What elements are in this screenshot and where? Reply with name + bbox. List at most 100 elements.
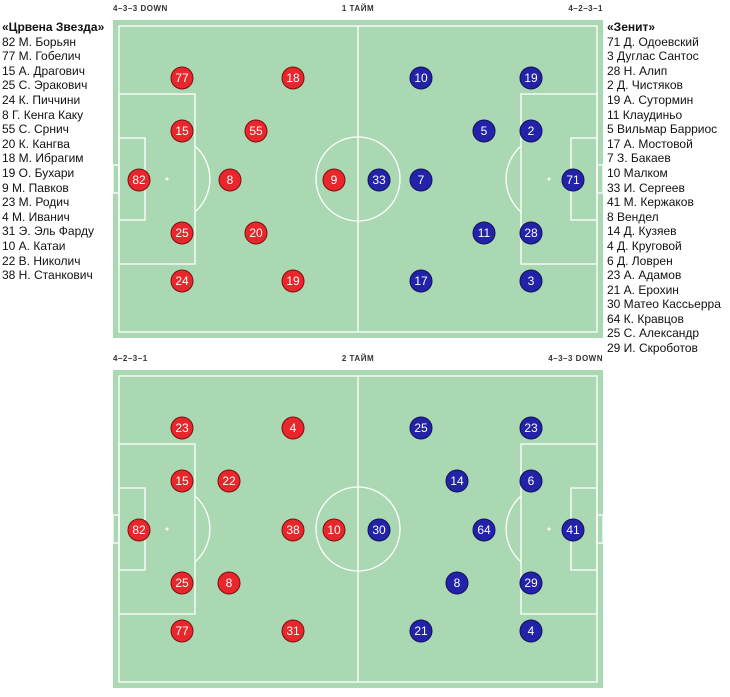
center-circle — [315, 486, 401, 572]
player-marker — [472, 119, 496, 143]
penalty-arc — [505, 145, 522, 213]
player-number: 8 — [454, 576, 461, 590]
player-number: 4 — [290, 421, 297, 435]
player-entry: 17 А. Мостовой — [607, 136, 693, 151]
player-marker — [170, 619, 194, 643]
player-number: 11 — [478, 226, 491, 240]
player-marker — [472, 518, 496, 542]
player-entry: 7 З. Бакаев — [607, 151, 671, 166]
player-marker — [519, 619, 543, 643]
player-entry: 22 В. Николич — [2, 253, 81, 268]
player-marker — [170, 269, 194, 293]
player-marker — [170, 66, 194, 90]
player-marker — [127, 518, 151, 542]
player-marker — [561, 168, 585, 192]
player-marker — [409, 619, 433, 643]
player-marker — [281, 269, 305, 293]
player-marker — [170, 469, 194, 493]
player-entry: 21 А. Ерохин — [607, 282, 679, 297]
player-number: 23 — [524, 421, 538, 435]
penalty-spot — [165, 177, 169, 181]
player-marker — [519, 571, 543, 595]
player-number: 6 — [528, 474, 535, 488]
player-number: 64 — [477, 523, 491, 537]
period: 1 ТАЙМ — [342, 4, 374, 13]
player-entry: 4 Д. Круговой — [607, 238, 682, 253]
penalty-box — [520, 93, 598, 265]
away-title: «Зенит» — [607, 20, 656, 34]
player-entry: 8 Вендел — [607, 209, 659, 224]
penalty-box — [118, 443, 196, 615]
player-number: 19 — [524, 71, 538, 85]
player-number: 24 — [175, 274, 189, 288]
player-entry: 10 А. Катаи — [2, 238, 66, 253]
penalty-box — [520, 443, 598, 615]
player-marker — [217, 571, 241, 595]
pitch-outline — [118, 25, 598, 333]
player-number: 31 — [286, 624, 300, 638]
player-number: 8 — [226, 576, 233, 590]
formation-right: 4–2–3–1 — [568, 4, 603, 13]
player-marker — [170, 571, 194, 595]
period: 2 ТАЙМ — [342, 354, 374, 363]
formation-left: 4–3–3 DOWN — [113, 4, 168, 13]
player-marker — [367, 518, 391, 542]
pitch — [113, 20, 603, 338]
player-entry: 2 Д. Чистяков — [607, 78, 683, 93]
player-number: 41 — [566, 523, 580, 537]
player-number: 3 — [528, 274, 535, 288]
player-marker — [281, 619, 305, 643]
player-number: 25 — [414, 421, 428, 435]
player-number: 82 — [132, 173, 146, 187]
player-entry: 77 М. Гобелич — [2, 49, 81, 64]
player-entry: 18 М. Ибрагим — [2, 151, 84, 166]
goal-area — [570, 137, 598, 221]
penalty-box — [118, 93, 196, 265]
player-marker — [218, 168, 242, 192]
player-number: 77 — [175, 71, 189, 85]
player-entry: 9 М. Павков — [2, 180, 69, 195]
penalty-arc — [194, 145, 211, 213]
player-marker — [217, 469, 241, 493]
player-marker — [170, 119, 194, 143]
player-marker — [445, 571, 469, 595]
player-number: 77 — [175, 624, 189, 638]
player-entry: 23 А. Адамов — [607, 268, 682, 283]
player-entry: 19 О. Бухари — [2, 165, 75, 180]
player-entry: 55 С. Срнич — [2, 122, 69, 137]
player-entry: 4 М. Иванич — [2, 209, 70, 224]
player-number: 19 — [286, 274, 300, 288]
player-marker — [445, 469, 469, 493]
player-marker — [519, 119, 543, 143]
player-entry: 14 Д. Кузяев — [607, 224, 677, 239]
player-number: 4 — [528, 624, 535, 638]
player-number: 9 — [331, 173, 338, 187]
player-entry: 6 Д. Ловрен — [607, 253, 673, 268]
goal — [596, 514, 604, 544]
player-entry: 71 Д. Одоевский — [607, 34, 699, 49]
player-number: 82 — [132, 523, 146, 537]
penalty-spot — [547, 527, 551, 531]
player-entry: 33 И. Сергеев — [607, 180, 685, 195]
penalty-spot — [547, 177, 551, 181]
home-title: «Црвена Звезда» — [2, 20, 105, 34]
penalty-arc — [505, 495, 522, 563]
goal-area — [570, 487, 598, 571]
player-marker — [281, 518, 305, 542]
goal — [596, 164, 604, 194]
player-entry: 3 Дуглас Сантос — [607, 49, 699, 64]
player-number: 22 — [222, 474, 236, 488]
center-circle — [315, 136, 401, 222]
player-number: 71 — [566, 173, 580, 187]
player-marker — [281, 66, 305, 90]
goal-area — [118, 137, 146, 221]
player-number: 38 — [286, 523, 300, 537]
player-entry: 82 М. Борьян — [2, 34, 76, 49]
player-number: 21 — [414, 624, 428, 638]
player-marker — [170, 221, 194, 245]
player-number: 7 — [418, 173, 425, 187]
player-number: 33 — [372, 173, 386, 187]
player-entry: 15 А. Драгович — [2, 63, 85, 78]
player-entry: 28 Н. Алип — [607, 63, 668, 78]
